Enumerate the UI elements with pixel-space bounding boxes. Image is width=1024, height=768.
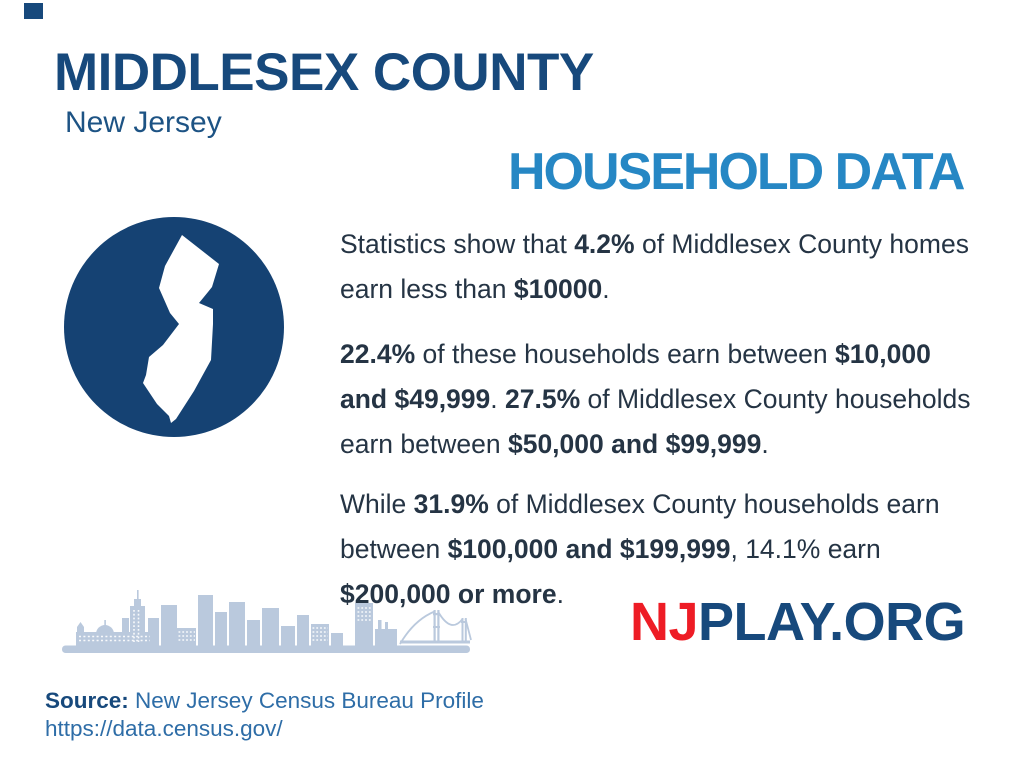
page-subtitle: New Jersey xyxy=(65,106,222,139)
source-text: New Jersey Census Bureau Profile xyxy=(128,688,484,713)
source-note: Source: New Jersey Census Bureau Profile… xyxy=(45,687,484,743)
page-title: MIDDLESEX COUNTY xyxy=(54,43,594,102)
logo-suffix: PLAY.ORG xyxy=(698,592,966,652)
new-jersey-map-icon xyxy=(64,217,284,437)
logo-prefix: NJ xyxy=(630,592,699,652)
statistics-text: Statistics show that 4.2% of Middlesex C… xyxy=(340,222,1010,632)
city-skyline-icon xyxy=(62,590,472,653)
njplay-logo: NJPLAY.ORG xyxy=(630,592,966,652)
paragraph: While 31.9% of Middlesex County househol… xyxy=(340,489,940,609)
paragraph: Statistics show that 4.2% of Middlesex C… xyxy=(340,229,969,304)
source-line: Source: New Jersey Census Bureau Profile xyxy=(45,687,484,715)
section-title: HOUSEHOLD DATA xyxy=(508,143,965,201)
paragraph: 22.4% of these households earn between $… xyxy=(340,339,971,459)
corner-accent-square xyxy=(24,3,43,19)
source-url[interactable]: https://data.census.gov/ xyxy=(45,716,283,741)
source-label: Source: xyxy=(45,688,129,713)
